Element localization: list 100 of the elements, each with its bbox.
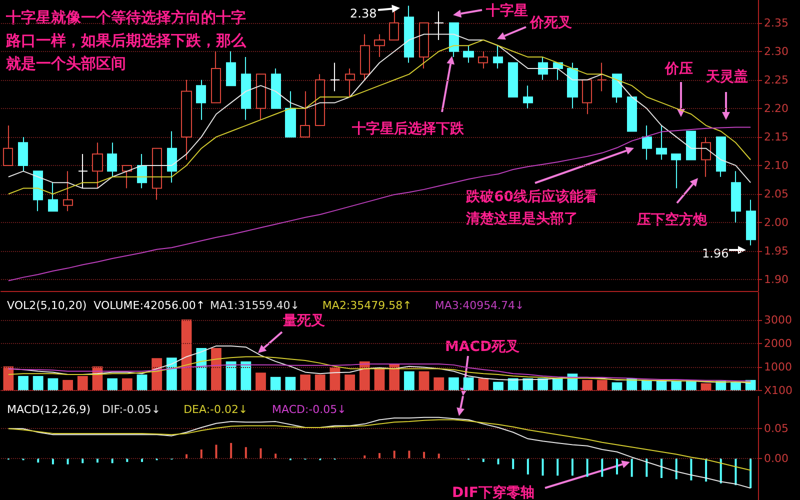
bar bbox=[463, 377, 474, 390]
bar bbox=[690, 458, 692, 480]
bar bbox=[166, 358, 177, 390]
bar bbox=[434, 377, 444, 390]
candlestick bbox=[597, 62, 607, 92]
bar bbox=[260, 448, 262, 458]
bar bbox=[274, 454, 277, 458]
candlestick bbox=[389, 10, 399, 40]
candlestick bbox=[686, 130, 696, 160]
candlestick bbox=[256, 74, 266, 120]
bar bbox=[423, 452, 426, 458]
candlestick bbox=[493, 45, 503, 69]
bar bbox=[404, 371, 414, 390]
candlestick bbox=[167, 130, 177, 184]
annotation: 十字星 bbox=[485, 2, 528, 19]
bar bbox=[48, 378, 58, 390]
bar bbox=[596, 380, 608, 390]
candlestick bbox=[181, 79, 192, 160]
bar bbox=[152, 358, 162, 390]
candlestick bbox=[226, 50, 236, 86]
bar bbox=[3, 366, 14, 390]
candlestick bbox=[196, 79, 206, 120]
y-tick-label: 1.90 bbox=[764, 273, 788, 286]
annotation: MACD死叉 bbox=[445, 339, 520, 355]
annotation: 天灵盖 bbox=[705, 68, 748, 85]
bar bbox=[393, 450, 396, 458]
annotation: 价死叉 bbox=[529, 15, 572, 31]
candlestick bbox=[434, 10, 444, 40]
candlestick bbox=[419, 22, 429, 69]
y-tick-label: 2.05 bbox=[764, 188, 788, 200]
bar bbox=[96, 458, 98, 463]
bar bbox=[32, 376, 44, 390]
candlestick bbox=[582, 79, 592, 115]
annotation: 十字星后选择下跌 bbox=[351, 120, 465, 137]
bar bbox=[186, 454, 188, 458]
bar bbox=[408, 450, 410, 458]
y-tick-label: 3000 bbox=[764, 314, 792, 327]
candlestick bbox=[627, 96, 637, 132]
text: MA3:40954.74↓ bbox=[434, 299, 524, 312]
bar bbox=[448, 377, 459, 390]
bar bbox=[720, 458, 722, 484]
bar bbox=[418, 371, 430, 390]
bar bbox=[601, 458, 604, 477]
bar bbox=[389, 364, 400, 390]
bar bbox=[482, 458, 484, 462]
candlestick bbox=[271, 68, 281, 109]
candlestick bbox=[656, 125, 667, 160]
candlestick bbox=[63, 170, 73, 212]
bar bbox=[750, 458, 752, 488]
bar bbox=[270, 376, 281, 390]
annotation: 1.96 bbox=[702, 246, 729, 260]
y-tick-label: 0.05 bbox=[764, 422, 788, 436]
candlestick bbox=[538, 56, 548, 80]
candlestick bbox=[716, 136, 726, 178]
text: VOL2(5,10,20) VOLUME:42056.00↑ bbox=[7, 299, 206, 312]
candlestick bbox=[300, 90, 310, 138]
candlestick bbox=[152, 148, 162, 200]
candlestick bbox=[671, 154, 681, 189]
bar bbox=[630, 458, 633, 477]
bar bbox=[612, 382, 622, 390]
candlestick bbox=[345, 68, 355, 98]
y-tick-label: 1000 bbox=[764, 360, 792, 374]
y-tick-label: 2.20 bbox=[764, 102, 788, 115]
bar bbox=[196, 348, 207, 390]
candlestick bbox=[122, 164, 132, 189]
bar bbox=[240, 361, 252, 390]
candlestick bbox=[330, 62, 340, 92]
bar bbox=[300, 374, 310, 390]
candlestick bbox=[478, 50, 488, 69]
y-tick-label: 2000 bbox=[764, 337, 792, 350]
candlestick bbox=[137, 154, 147, 189]
bar bbox=[671, 380, 682, 390]
bar bbox=[18, 376, 28, 390]
y-tick-label: 2.25 bbox=[764, 73, 788, 86]
bar bbox=[552, 378, 563, 390]
bar bbox=[62, 380, 73, 390]
bar bbox=[586, 458, 588, 477]
y-tick-label: 1.95 bbox=[764, 244, 788, 258]
bar bbox=[675, 458, 678, 480]
candlestick bbox=[567, 62, 578, 109]
bar bbox=[226, 361, 236, 390]
bar bbox=[493, 382, 504, 390]
candlestick bbox=[746, 199, 756, 246]
bar bbox=[136, 374, 148, 390]
bar bbox=[526, 458, 529, 474]
candlestick bbox=[211, 50, 221, 104]
candlestick bbox=[449, 22, 459, 58]
bar bbox=[734, 458, 737, 486]
series-label: DIF:-0.05↓ bbox=[102, 403, 161, 416]
bar bbox=[730, 382, 741, 390]
candlestick bbox=[642, 125, 652, 160]
bar bbox=[256, 372, 266, 390]
bar bbox=[314, 374, 326, 390]
bar bbox=[571, 458, 574, 476]
bar bbox=[660, 458, 663, 478]
bar bbox=[700, 383, 712, 390]
candlestick bbox=[360, 34, 370, 80]
bar bbox=[52, 458, 54, 464]
bar bbox=[512, 458, 514, 470]
annotation: MACD:-0.05↓ bbox=[272, 403, 346, 416]
